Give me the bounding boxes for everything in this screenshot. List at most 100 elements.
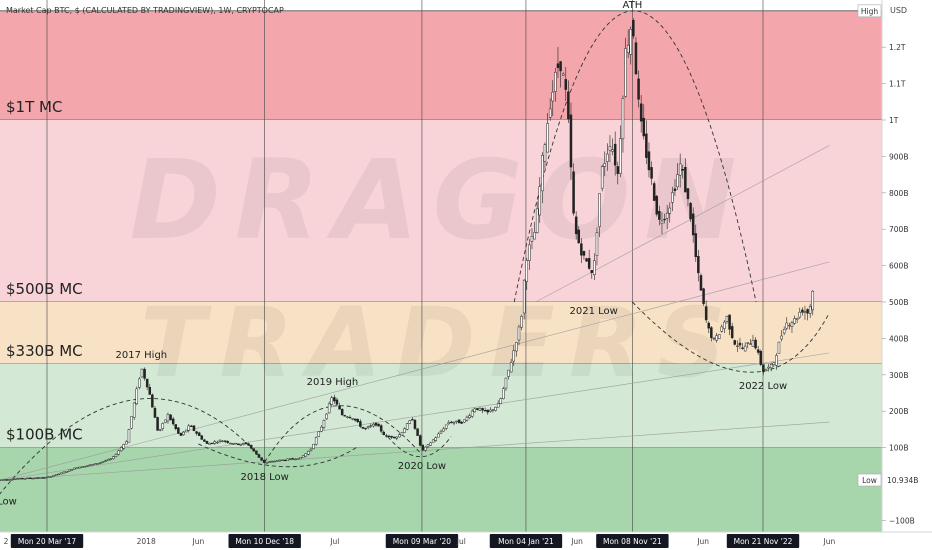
candle-body [294,458,297,461]
candle-body [0,479,3,481]
candle-body [418,435,422,446]
y-axis[interactable]: USD 1.2T 1.1T 1T 900B 800B 700B 600B 500B 400B 30… [857,0,932,532]
candle-body [702,288,705,304]
candle-body [65,471,68,473]
candle-body [127,429,131,443]
candle-body [309,448,313,451]
candle-body [660,220,664,224]
candle-body [260,457,263,461]
candle-body [106,459,110,461]
y-tick-label: 100B [889,444,908,453]
annotation-label: 2021 Low [570,306,618,317]
candle-body [31,477,35,480]
candle-body [314,437,318,445]
candle-body [208,443,211,445]
zone-band [0,302,882,364]
candle-body [275,460,279,462]
candle-body [57,473,61,475]
candle-body [522,279,526,314]
y-tick-label: 1T [889,116,899,125]
candle-body [452,422,456,424]
candle-body [483,410,487,412]
candle-body [291,458,295,460]
candle-body [83,466,87,468]
candle-body [205,441,209,444]
low-value-label: 10.934B [887,476,918,485]
candle-body [343,415,347,417]
annotation-label: 2017 Low [0,496,17,507]
candle-body [377,423,380,427]
candle-body [195,431,198,434]
chart-title: Market Cap BTC, $ (CALCULATED BY TRADING… [6,6,284,15]
y-tick-label: 400B [889,334,908,343]
candle-body [585,258,588,262]
candle-body [262,459,266,463]
candle-body [642,117,646,137]
candle-body [390,435,393,438]
candle-body [795,318,799,320]
candle-body [70,469,74,471]
candle-body [499,398,503,405]
candle-body [569,114,573,168]
candle-body [249,444,253,449]
candle-body [551,91,555,102]
x-tick-label: Mon 08 Nov '21 [603,537,662,546]
annotation-label: 2018 Low [241,472,289,483]
candle-body [689,202,692,220]
candle-body [340,409,344,416]
candle-body [798,311,802,318]
x-date-highlight-badge [596,534,669,548]
candle-body [348,416,352,419]
candle-body [15,478,19,480]
candle-body [338,405,341,410]
candle-body [273,460,276,463]
candle-body [756,349,760,353]
candle-body [21,477,24,480]
candle-body [811,291,815,311]
candle-body [296,458,300,460]
candle-body [710,327,713,339]
candle-body [720,326,724,332]
candle-body [725,316,729,322]
candle-body [62,471,66,474]
candle-body [307,451,310,455]
candle-body [369,425,373,427]
candle-body [455,420,458,423]
candle-body [392,436,396,439]
candle-body [431,439,435,443]
candle-body [210,442,214,445]
candle-body [10,479,14,481]
candle-body [759,351,763,365]
candle-body [626,44,630,53]
cycle-arc-2022-low [632,301,830,373]
candle-body [257,454,261,458]
candle-body [213,441,217,444]
candle-body [691,213,695,236]
zone-label: $100B MC [6,426,83,444]
candle-body [385,435,388,437]
candle-body [28,477,32,479]
candle-body [704,306,708,321]
candle-body [197,432,201,436]
candle-body [125,441,128,445]
candle-body [481,408,484,411]
candle-body [681,169,685,171]
candlestick-series [0,18,815,482]
candle-body [299,457,302,460]
candle-body [239,443,243,446]
candle-body [153,408,157,418]
x-axis[interactable]: 2 Mon 20 Mar '17 2018 Jun Mon 10 Dec '18 Jul M… [0,531,932,550]
candle-body [283,459,287,462]
candle-body [335,399,339,405]
candle-body [728,314,731,330]
x-tick-label: Mon 21 Nov '22 [734,537,793,546]
candle-body [582,251,586,256]
candle-body [382,431,386,436]
candle-body [403,428,406,433]
candle-body [109,458,113,460]
candle-body [684,167,687,193]
candle-body [203,439,206,442]
y-tick-label: 1.1T [889,80,906,89]
x-tick-label: 2018 [137,537,156,546]
